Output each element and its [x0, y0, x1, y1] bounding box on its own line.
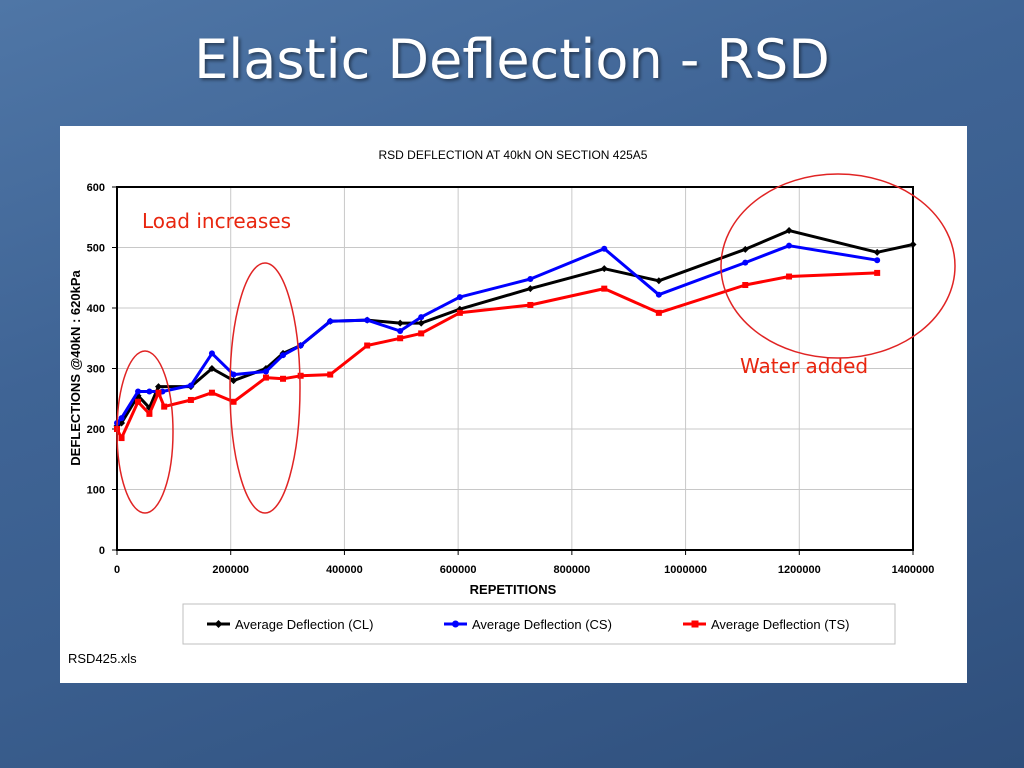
slide-title: Elastic Deflection - RSD [194, 28, 830, 91]
legend-marker-cs [452, 620, 459, 628]
y-tick-label: 600 [87, 182, 105, 194]
x-tick-label: 200000 [212, 564, 249, 576]
chart-title: RSD DEFLECTION AT 40kN ON SECTION 425A5 [379, 148, 648, 162]
data-point-cl [526, 285, 534, 293]
x-tick-labels: 0 200000 400000 600000 800000 1000000 1200000 1… [114, 550, 934, 576]
x-tick-label: 1400000 [892, 564, 935, 576]
data-point-cl [600, 265, 608, 273]
data-point-ts [208, 389, 215, 396]
data-point-cs [456, 294, 463, 301]
y-tick-label: 200 [87, 424, 105, 436]
data-point-ts [527, 301, 534, 308]
deflection-chart: RSD DEFLECTION AT 40kN ON SECTION 425A5 … [68, 148, 956, 666]
series-line-cl [116, 229, 914, 428]
legend-item-ts: Average Deflection (TS) [683, 617, 850, 632]
data-point-ts [418, 330, 425, 337]
data-point-ts [364, 342, 371, 349]
y-tick-label: 100 [87, 485, 105, 497]
legend-item-cs: Average Deflection (CS) [444, 617, 612, 632]
data-point-cs [601, 245, 608, 252]
x-tick-label: 600000 [440, 564, 477, 576]
y-tick-label: 400 [87, 303, 105, 315]
y-tick-label: 300 [87, 364, 105, 376]
data-point-cl [155, 383, 163, 391]
data-point-cl [741, 245, 749, 253]
data-point-ts [118, 435, 125, 442]
y-tick-label: 500 [87, 243, 105, 255]
data-point-cs [397, 327, 404, 334]
y-axis-label: DEFLECTIONS @40kN : 620kPa [68, 270, 83, 466]
data-point-cs [527, 275, 534, 282]
data-point-ts [456, 309, 463, 316]
data-point-cl [655, 277, 663, 285]
data-point-ts [397, 335, 404, 342]
data-point-ts [262, 374, 269, 381]
data-point-cl [396, 319, 404, 327]
annotation-load-increases: Load increases [142, 209, 291, 233]
data-point-cl [909, 240, 917, 248]
data-point-cs [742, 259, 749, 266]
data-point-cs [146, 388, 153, 395]
data-point-ts [786, 273, 793, 280]
data-point-cs [874, 257, 881, 264]
chart-panel: RSD DEFLECTION AT 40kN ON SECTION 425A5 … [60, 126, 967, 683]
data-point-cl [785, 227, 793, 235]
plot-area-border [116, 186, 914, 551]
data-point-cl [456, 305, 464, 313]
data-point-cs [135, 388, 142, 395]
data-point-ts [327, 371, 334, 378]
data-point-cl [208, 365, 216, 372]
data-point-ts [742, 282, 749, 289]
data-point-ts [161, 403, 168, 410]
data-point-cs [118, 415, 125, 422]
source-file-note: RSD425.xls [68, 651, 137, 666]
y-tick-label: 0 [99, 545, 105, 557]
legend-label-cs: Average Deflection (CS) [472, 617, 612, 632]
data-point-cs [208, 350, 215, 357]
data-point-ts [187, 396, 194, 403]
data-point-cl [118, 419, 126, 427]
highlight-ellipse-water [720, 173, 956, 359]
data-point-cs [230, 371, 237, 378]
data-point-cl [417, 319, 425, 327]
data-point-cs [297, 342, 304, 349]
data-point-cs [262, 368, 269, 375]
legend-label-cl: Average Deflection (CL) [235, 617, 374, 632]
legend-box [182, 603, 896, 645]
data-point-cl [230, 377, 238, 385]
highlight-ellipse-early [116, 350, 174, 514]
data-point-cs [655, 291, 662, 298]
data-point-ts [297, 372, 304, 379]
legend-marker-ts [691, 620, 699, 628]
data-point-ts [146, 410, 153, 417]
data-point-ts [135, 398, 142, 405]
data-point-ts [280, 375, 287, 382]
data-point-cs [418, 314, 425, 321]
data-point-cs [364, 317, 371, 324]
highlight-ellipse-load [229, 262, 301, 514]
data-point-ts [230, 398, 237, 405]
x-tick-label: 800000 [553, 564, 590, 576]
data-point-cs [786, 242, 793, 249]
data-point-ts [874, 269, 881, 276]
data-point-ts [655, 309, 662, 316]
x-tick-label: 0 [114, 564, 120, 576]
x-tick-label: 400000 [326, 564, 363, 576]
x-axis-label: REPETITIONS [470, 582, 557, 597]
data-point-cs [280, 352, 287, 359]
x-tick-label: 1200000 [778, 564, 821, 576]
legend-item-cl: Average Deflection (CL) [207, 617, 374, 632]
data-point-cs [327, 318, 334, 325]
data-point-ts [155, 389, 162, 396]
data-point-cs [187, 382, 194, 389]
data-point-ts [601, 285, 608, 292]
y-tick-labels: 0 100 200 300 400 500 600 [87, 182, 117, 557]
legend-marker-cl [214, 620, 223, 628]
legend-label-ts: Average Deflection (TS) [711, 617, 850, 632]
data-point-cl [873, 248, 881, 256]
x-tick-label: 1000000 [664, 564, 707, 576]
